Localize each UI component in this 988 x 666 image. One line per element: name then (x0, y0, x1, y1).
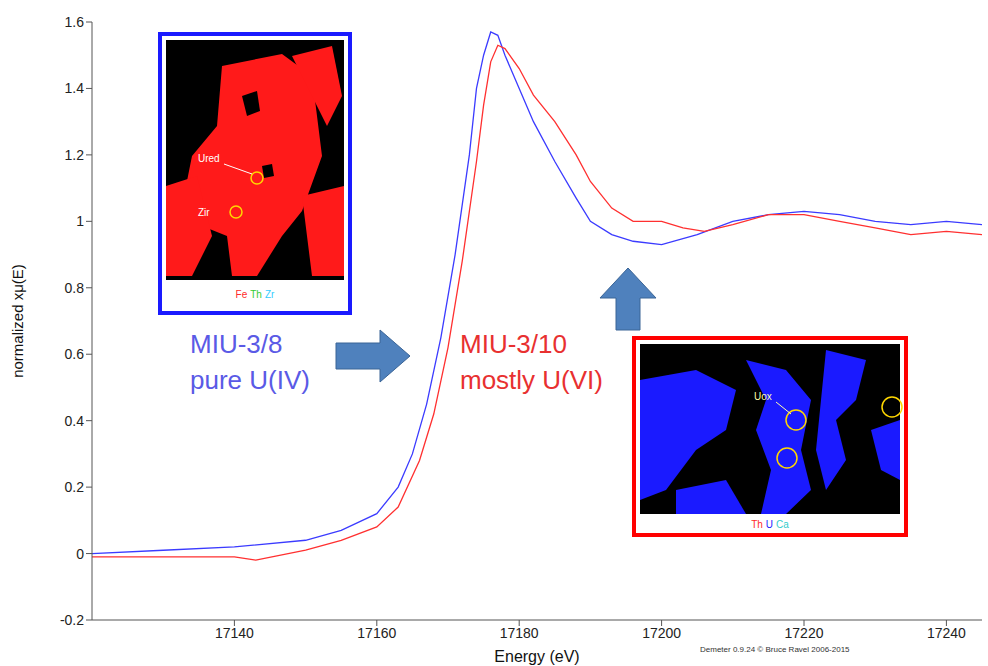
svg-text:Uox: Uox (754, 391, 772, 402)
svg-text:1.2: 1.2 (65, 147, 85, 163)
html-text:pure U(IV): pure U(IV) (190, 365, 310, 395)
svg-text:0.2: 0.2 (65, 479, 85, 495)
html-text:Demeter 0.9.24 © Bruce Ravel 2: Demeter 0.9.24 © Bruce Ravel 2006-2015 (700, 645, 850, 654)
svg-text:ThUCa: ThUCa (751, 519, 789, 530)
svg-text:0.6: 0.6 (65, 346, 85, 362)
svg-text:1.6: 1.6 (65, 14, 85, 30)
svg-text:17200: 17200 (642, 625, 681, 641)
svg-text:1.4: 1.4 (65, 80, 85, 96)
svg-text:17180: 17180 (500, 625, 539, 641)
svg-text:17220: 17220 (785, 625, 824, 641)
svg-text:17140: 17140 (215, 625, 254, 641)
svg-text:0.8: 0.8 (65, 280, 85, 296)
svg-text:17160: 17160 (357, 625, 396, 641)
svg-text:1: 1 (76, 213, 84, 229)
svg-text:0.4: 0.4 (65, 413, 85, 429)
svg-text:17240: 17240 (927, 625, 966, 641)
svg-text:Zir: Zir (198, 207, 210, 218)
svg-text:normalized xμ(E): normalized xμ(E) (9, 264, 26, 378)
svg-text:Energy (eV): Energy (eV) (494, 648, 579, 665)
svg-text:FeThZr: FeThZr (236, 289, 275, 300)
html-text:MIU-3/8: MIU-3/8 (190, 329, 283, 359)
html-text:mostly U(VI): mostly U(VI) (460, 365, 603, 395)
html-text:MIU-3/10: MIU-3/10 (460, 329, 567, 359)
svg-text:Ured: Ured (198, 153, 220, 164)
svg-text:0: 0 (76, 546, 84, 562)
svg-text:-0.2: -0.2 (60, 612, 84, 628)
